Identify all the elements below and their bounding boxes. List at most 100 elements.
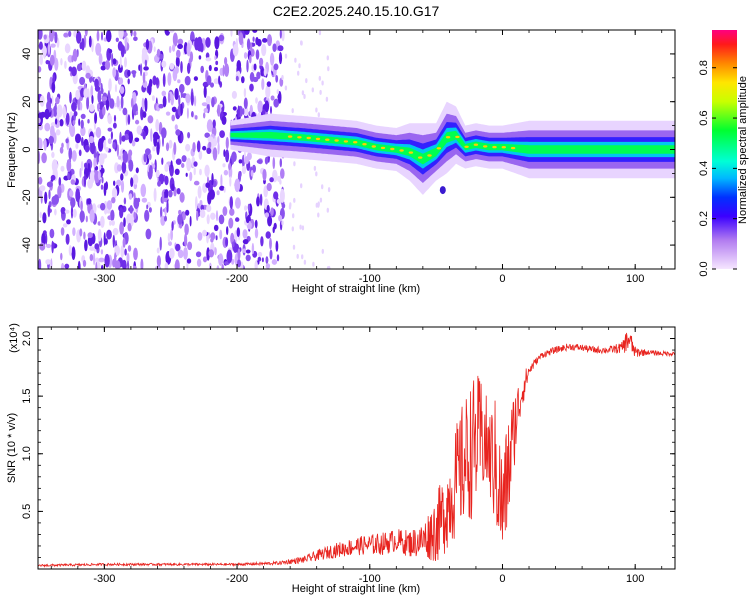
noise-blob xyxy=(205,57,212,62)
noise-blob xyxy=(94,112,98,124)
noise-blob xyxy=(243,106,249,117)
noise-blob xyxy=(186,42,191,57)
noise-blob xyxy=(278,214,283,222)
noise-blob xyxy=(249,83,254,92)
noise-blob xyxy=(70,205,74,219)
noise-blob xyxy=(80,200,83,212)
noise-blob xyxy=(156,247,160,254)
noise-blob xyxy=(134,137,140,143)
noise-blob xyxy=(193,76,198,81)
noise-blob xyxy=(43,138,47,151)
y-tick-label: 1.0 xyxy=(21,446,33,461)
noise-blob xyxy=(98,257,105,263)
noise-blob xyxy=(299,224,302,230)
noise-blob xyxy=(301,90,305,96)
noise-blob xyxy=(47,204,51,218)
noise-blob xyxy=(87,119,90,124)
noise-blob xyxy=(142,131,146,140)
noise-blob xyxy=(261,78,265,91)
noise-blob xyxy=(127,114,131,125)
noise-blob xyxy=(276,254,280,262)
noise-blob xyxy=(217,104,221,117)
noise-blob xyxy=(112,141,116,150)
noise-blob xyxy=(203,107,208,113)
noise-blob xyxy=(174,259,180,269)
noise-blob xyxy=(161,90,167,97)
noise-blob xyxy=(212,119,216,129)
noise-blob xyxy=(181,163,185,168)
noise-blob xyxy=(59,146,64,154)
noise-blob xyxy=(39,211,42,218)
signal-peak xyxy=(390,147,395,151)
noise-blob xyxy=(249,54,252,64)
noise-blob xyxy=(205,95,211,105)
noise-blob xyxy=(132,174,139,185)
noise-blob xyxy=(272,157,276,170)
noise-blob xyxy=(236,60,242,71)
noise-blob xyxy=(228,217,234,229)
noise-blob xyxy=(156,141,160,156)
noise-blob xyxy=(321,184,324,190)
noise-blob xyxy=(101,96,108,102)
noise-blob xyxy=(83,231,86,240)
noise-blob xyxy=(151,95,155,101)
noise-blob xyxy=(171,221,174,231)
noise-blob xyxy=(94,78,99,89)
noise-blob xyxy=(202,256,208,263)
noise-blob xyxy=(177,79,181,84)
signal-peak xyxy=(427,154,432,157)
noise-blob xyxy=(225,137,229,150)
noise-blob xyxy=(269,52,275,66)
signal-peak xyxy=(334,139,339,142)
noise-blob xyxy=(232,106,237,111)
noise-blob xyxy=(64,209,70,214)
noise-blob xyxy=(46,101,52,111)
noise-blob xyxy=(259,193,263,206)
noise-blob xyxy=(318,30,322,36)
noise-blob xyxy=(135,119,140,125)
noise-blob xyxy=(281,75,284,80)
noise-blob xyxy=(97,228,102,242)
noise-blob xyxy=(184,223,189,236)
noise-blob xyxy=(64,263,70,269)
noise-blob xyxy=(81,38,85,51)
noise-blob xyxy=(260,236,264,247)
noise-blob xyxy=(122,237,126,248)
noise-blob xyxy=(252,36,255,42)
noise-blob xyxy=(111,197,116,204)
noise-blob xyxy=(231,151,237,162)
noise-blob xyxy=(224,57,228,66)
noise-blob xyxy=(124,57,127,68)
noise-blob xyxy=(87,232,93,239)
noise-blob xyxy=(60,58,63,66)
noise-blob xyxy=(131,70,137,75)
noise-blob xyxy=(69,189,74,198)
noise-blob xyxy=(281,220,284,226)
noise-blob xyxy=(137,197,141,203)
noise-blob xyxy=(235,197,241,209)
noise-blob xyxy=(100,215,105,228)
noise-blob xyxy=(269,249,273,260)
noise-blob xyxy=(121,135,126,142)
noise-blob xyxy=(185,93,191,104)
noise-blob xyxy=(292,213,295,219)
noise-blob xyxy=(84,239,88,252)
noise-blob xyxy=(212,147,218,161)
noise-blob xyxy=(117,41,123,51)
noise-blob xyxy=(38,117,41,124)
noise-blob xyxy=(67,172,70,180)
noise-blob xyxy=(297,70,300,76)
noise-blob xyxy=(269,237,272,250)
noise-blob xyxy=(294,57,297,63)
noise-blob xyxy=(153,187,157,202)
noise-blob xyxy=(232,43,239,57)
noise-blob xyxy=(124,248,127,256)
noise-blob xyxy=(273,63,279,71)
noise-blob xyxy=(193,167,196,176)
noise-blob xyxy=(115,37,119,42)
noise-blob xyxy=(114,84,118,93)
noise-blob xyxy=(199,199,203,206)
noise-blob xyxy=(168,248,175,259)
spectrogram-noise-layer xyxy=(38,30,331,269)
signal-peak xyxy=(436,147,441,150)
